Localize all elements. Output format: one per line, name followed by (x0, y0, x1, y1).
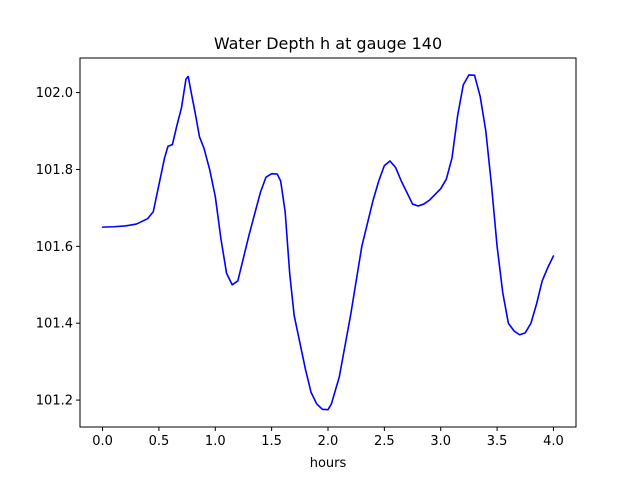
x-tick-label: 1.0 (205, 434, 226, 449)
y-tick-label: 101.2 (36, 394, 73, 409)
y-tick-label: 101.4 (36, 317, 73, 332)
x-tick-label: 4.0 (543, 434, 564, 449)
axes-frame (79, 57, 577, 428)
x-tick-label: 1.5 (261, 434, 282, 449)
x-tick-label: 3.0 (430, 434, 451, 449)
x-tick-label: 0.0 (92, 434, 113, 449)
x-tick-label: 3.5 (487, 434, 508, 449)
y-tick-label: 102.0 (36, 86, 73, 101)
x-tick-label: 0.5 (149, 434, 170, 449)
x-tick-label: 2.5 (374, 434, 395, 449)
y-tick-label: 101.6 (36, 240, 73, 255)
series-line-0 (101, 74, 555, 411)
chart-title: Water Depth h at gauge 140 (214, 34, 442, 53)
x-tick-label: 2.0 (318, 434, 339, 449)
plot-area: 0.0 0.5 1.0 1.5 2.0 2.5 3.0 3.5 4.0 101.2 101.4 101… (36, 57, 577, 449)
y-tick-label: 101.8 (36, 163, 73, 178)
x-axis-label: hours (310, 456, 347, 471)
